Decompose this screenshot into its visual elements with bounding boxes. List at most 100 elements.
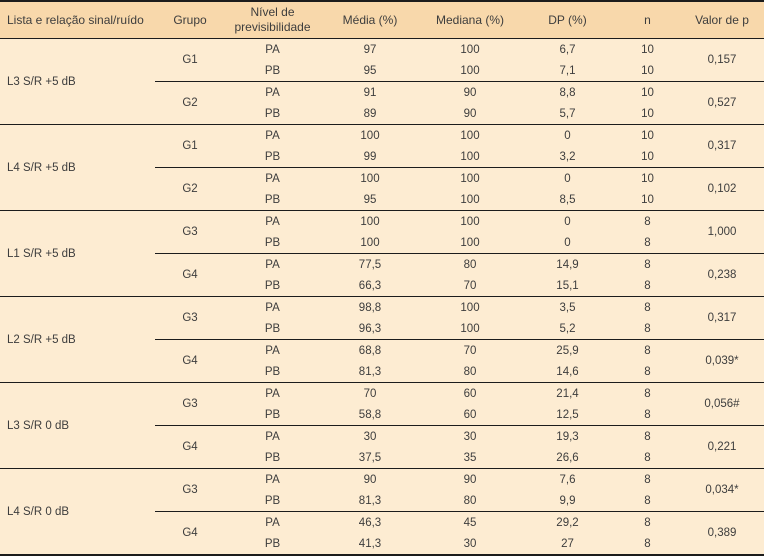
col-header-grupo: Grupo [155,1,225,39]
mediana-cell: 80 [420,361,520,383]
dp-cell: 3,5 [520,296,615,318]
n-cell: 8 [615,232,680,254]
mediana-cell: 30 [420,425,520,447]
level-cell: PB [225,490,320,512]
level-cell: PB [225,189,320,211]
n-cell: 10 [615,189,680,211]
n-cell: 8 [615,533,680,555]
dp-cell: 7,6 [520,468,615,490]
n-cell: 8 [615,361,680,383]
n-cell: 8 [615,404,680,426]
n-cell: 10 [615,146,680,168]
level-cell: PA [225,296,320,318]
dp-cell: 21,4 [520,382,615,404]
table-row: PB 58,8 60 12,5 8 [0,404,764,426]
col-header-lista: Lista e relação sinal/ruído [0,1,155,39]
media-cell: 46,3 [320,511,420,533]
n-cell: 10 [615,103,680,125]
n-cell: 8 [615,318,680,340]
table-row: PB 81,3 80 14,6 8 [0,361,764,383]
level-cell: PB [225,60,320,82]
group-cell: G2 [155,167,225,211]
level-cell: PA [225,425,320,447]
mediana-cell: 45 [420,511,520,533]
media-cell: 95 [320,60,420,82]
mediana-cell: 100 [420,167,520,189]
list-label-cell: L1 S/R +5 dB [0,210,155,297]
media-cell: 99 [320,146,420,168]
n-cell: 8 [615,210,680,232]
table-header: Lista e relação sinal/ruído Grupo Nível … [0,1,764,39]
level-cell: PA [225,124,320,146]
media-cell: 100 [320,210,420,232]
table-row: G4 PA 77,5 80 14,9 8 0,238 [0,253,764,297]
list-label-cell: L4 S/R +5 dB [0,124,155,211]
dp-cell: 15,1 [520,275,615,297]
level-cell: PA [225,339,320,361]
table-row: G4 PA 30 30 19,3 8 0,221 [0,425,764,469]
mediana-cell: 90 [420,81,520,103]
group-cell: G3 [155,382,225,426]
level-cell: PB [225,275,320,297]
table-row: L4 S/R +5 dB G1 PA 100 100 0 10 0,317 [0,124,764,211]
p-value-cell: 0,527 [680,81,764,125]
n-cell: 8 [615,447,680,469]
group-cell: G4 [155,339,225,383]
p-value-cell: 0,157 [680,38,764,82]
table-row: PB 37,5 35 26,6 8 [0,447,764,469]
table-row: PB 66,3 70 15,1 8 [0,275,764,297]
level-cell: PB [225,404,320,426]
media-cell: 37,5 [320,447,420,469]
media-cell: 100 [320,124,420,146]
table-row: L3 S/R 0 dB G3 PA 70 60 21,4 8 0,056# [0,382,764,469]
table-row: G2 PA 100 100 0 10 0,102 [0,167,764,211]
level-cell: PB [225,447,320,469]
table-body: L3 S/R +5 dB G1 PA 97 100 6,7 10 0,157 PB 95 100 7,… [0,38,764,555]
dp-cell: 27 [520,533,615,555]
p-value-cell: 0,039* [680,339,764,383]
group-cell: G3 [155,296,225,340]
dp-cell: 14,6 [520,361,615,383]
media-cell: 70 [320,382,420,404]
n-cell: 10 [615,81,680,103]
table-row: G4 PA 46,3 45 29,2 8 0,389 [0,511,764,555]
n-cell: 8 [615,490,680,512]
dp-cell: 19,3 [520,425,615,447]
n-cell: 8 [615,339,680,361]
media-cell: 100 [320,232,420,254]
dp-cell: 0 [520,210,615,232]
level-cell: PA [225,382,320,404]
mediana-cell: 30 [420,533,520,555]
table-row: PB 99 100 3,2 10 [0,146,764,168]
n-cell: 8 [615,382,680,404]
dp-cell: 29,2 [520,511,615,533]
p-value-cell: 0,317 [680,124,764,168]
table-row: G2 PA 91 90 8,8 10 0,527 [0,81,764,125]
media-cell: 77,5 [320,253,420,275]
mediana-cell: 70 [420,275,520,297]
n-cell: 8 [615,468,680,490]
media-cell: 95 [320,189,420,211]
group-cell: G4 [155,511,225,555]
dp-cell: 0 [520,232,615,254]
media-cell: 58,8 [320,404,420,426]
n-cell: 8 [615,253,680,275]
level-cell: PB [225,318,320,340]
level-cell: PA [225,167,320,189]
mediana-cell: 100 [420,210,520,232]
table-row: PB 100 100 0 8 [0,232,764,254]
table-row: PB 95 100 7,1 10 [0,60,764,82]
dp-cell: 5,2 [520,318,615,340]
level-cell: PA [225,253,320,275]
mediana-cell: 90 [420,103,520,125]
group-cell: G3 [155,468,225,512]
group-cell: G1 [155,124,225,168]
n-cell: 8 [615,296,680,318]
group-cell: G4 [155,425,225,469]
dp-cell: 12,5 [520,404,615,426]
table-row: PB 41,3 30 27 8 [0,533,764,555]
dp-cell: 9,9 [520,490,615,512]
mediana-cell: 100 [420,318,520,340]
p-value-cell: 0,056# [680,382,764,426]
group-cell: G2 [155,81,225,125]
